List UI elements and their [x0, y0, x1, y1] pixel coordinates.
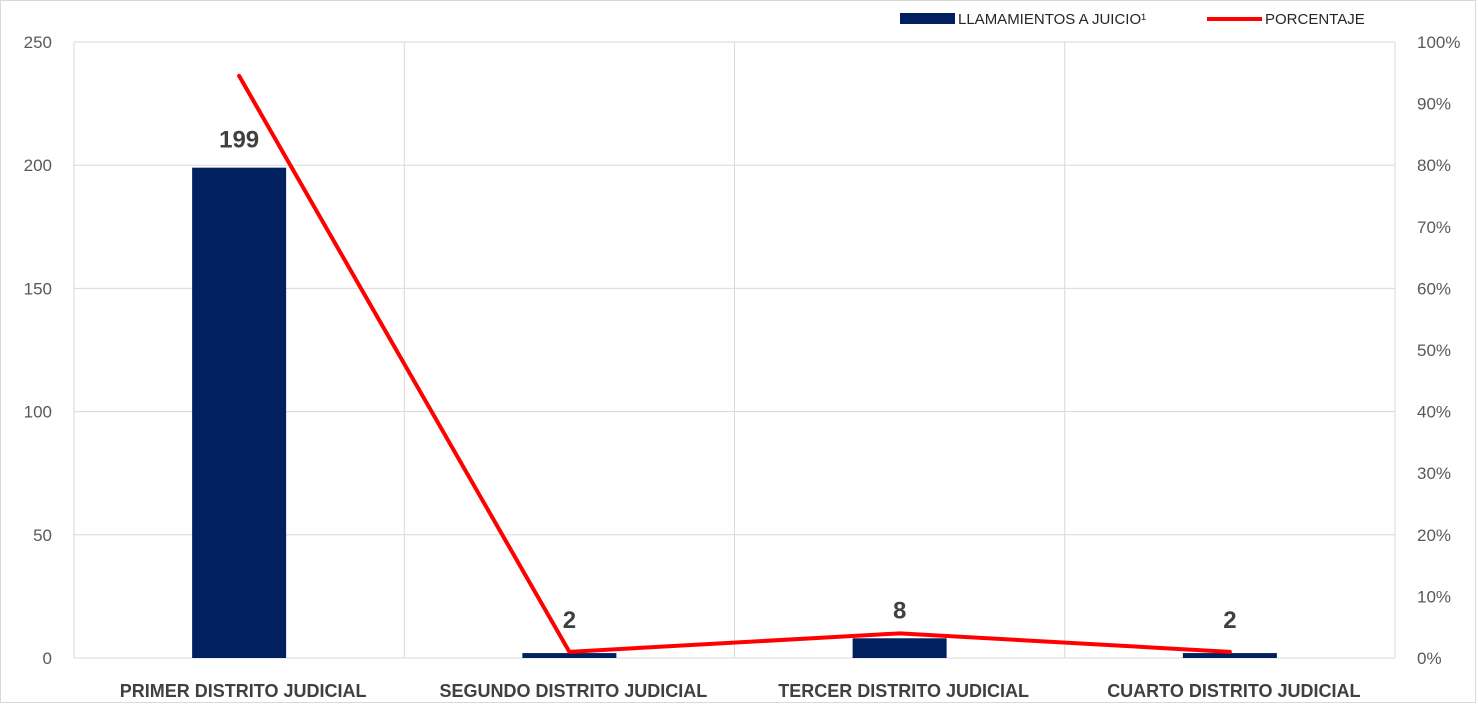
data-label-0: 199 [219, 127, 259, 154]
right-tick-label-7: 70% [1417, 218, 1451, 237]
right-tick-label-2: 20% [1417, 526, 1451, 545]
right-tick-label-8: 80% [1417, 156, 1451, 175]
legend-label-line: PORCENTAJE [1265, 11, 1365, 28]
data-labels: 199 2 8 2 [219, 127, 1236, 634]
bar-3 [1182, 653, 1277, 658]
data-label-1: 2 [563, 607, 576, 634]
category-label-0: PRIMER DISTRITO JUDICIAL [120, 681, 367, 701]
category-label-1: SEGUNDO DISTRITO JUDICIAL [440, 681, 708, 701]
right-tick-label-3: 30% [1417, 464, 1451, 483]
bar-series [192, 167, 1277, 658]
left-tick-label-4: 200 [24, 156, 52, 175]
left-axis: 0 50 100 150 200 250 [24, 33, 52, 668]
left-tick-label-1: 50 [33, 526, 52, 545]
left-tick-label-3: 150 [24, 279, 52, 298]
right-tick-label-6: 60% [1417, 279, 1451, 298]
category-label-3: CUARTO DISTRITO JUDICIAL [1107, 681, 1360, 701]
right-tick-label-4: 40% [1417, 403, 1451, 422]
right-tick-label-1: 10% [1417, 587, 1451, 606]
left-tick-label-2: 100 [24, 403, 52, 422]
right-tick-label-10: 100% [1417, 33, 1460, 52]
bar-0 [192, 167, 287, 658]
legend-label-bar: LLAMAMIENTOS A JUICIO¹ [958, 11, 1146, 28]
data-label-3: 2 [1223, 607, 1236, 634]
right-tick-label-9: 90% [1417, 95, 1451, 114]
legend: LLAMAMIENTOS A JUICIO¹ PORCENTAJE [900, 11, 1365, 28]
left-tick-label-0: 0 [43, 649, 52, 668]
right-tick-label-5: 50% [1417, 341, 1451, 360]
legend-swatch-bar [900, 13, 955, 24]
left-tick-label-5: 250 [24, 33, 52, 52]
gridlines [73, 41, 1396, 659]
percentage-line [237, 73, 1232, 654]
category-label-2: TERCER DISTRITO JUDICIAL [778, 681, 1029, 701]
right-axis: 0% 10% 20% 30% 40% 50% 60% 70% 80% 90% 100% [1417, 33, 1460, 668]
data-label-2: 8 [893, 597, 906, 624]
line-series [237, 73, 1232, 654]
bar-1 [522, 653, 617, 658]
bar-2 [852, 638, 947, 658]
x-axis: PRIMER DISTRITO JUDICIAL SEGUNDO DISTRITO… [120, 681, 1361, 701]
right-tick-label-0: 0% [1417, 649, 1442, 668]
